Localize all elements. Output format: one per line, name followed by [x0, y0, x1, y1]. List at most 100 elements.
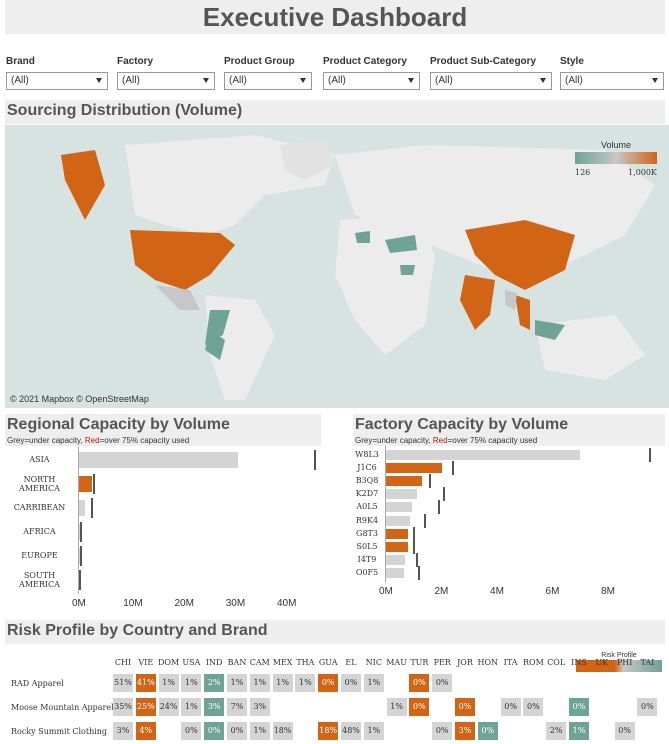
bar[interactable] [79, 476, 92, 492]
land-greenland [280, 140, 335, 180]
sourcing-map[interactable]: © 2021 Mapbox © OpenStreetMap [5, 125, 669, 408]
factory-chart: W8L3 J1C6 B3Q8 K2D7 A0L5 R9K4 G8T3 S0L5 I4T9 O0F5… [353, 446, 665, 616]
risk-cell[interactable]: 1% [569, 722, 589, 740]
risk-cell[interactable]: 2% [546, 722, 567, 740]
risk-cell[interactable]: 1% [227, 674, 247, 692]
capacity-marker [80, 546, 83, 566]
risk-cell[interactable]: 35% [113, 698, 133, 716]
risk-cell[interactable]: 1% [386, 698, 407, 716]
column-header: GUA [318, 658, 338, 667]
risk-cell[interactable]: 25% [135, 698, 156, 716]
region-cambodia [505, 290, 517, 310]
risk-cell[interactable]: 4% [135, 722, 156, 740]
subtitle-red: Red [84, 436, 100, 445]
region-italy [355, 231, 370, 243]
risk-cell[interactable]: 24% [158, 698, 179, 716]
risk-cell[interactable]: 0% [614, 722, 635, 740]
risk-cell[interactable]: 1% [363, 674, 384, 692]
bar[interactable] [386, 462, 442, 473]
regional-header: Regional Capacity by Volume Grey=under c… [5, 414, 321, 446]
factory-title: Factory Capacity by Volume [355, 416, 569, 433]
risk-cell[interactable]: 3% [113, 722, 133, 740]
risk-cell[interactable]: 1% [158, 674, 179, 692]
risk-cell[interactable]: 0% [204, 722, 225, 740]
bar[interactable] [386, 528, 409, 539]
capacity-marker [451, 460, 454, 475]
filter-bar: Brand (All) Factory (All) Product Group … [6, 55, 666, 95]
category-label: EUROPE [21, 551, 58, 560]
risk-cell[interactable]: 1% [249, 674, 270, 692]
risk-cell[interactable]: 0% [432, 722, 453, 740]
risk-cell[interactable]: 2% [204, 674, 225, 692]
bar[interactable] [79, 500, 86, 516]
bar[interactable] [386, 449, 581, 460]
risk-cell[interactable]: 18% [318, 722, 339, 740]
factory-dropdown[interactable]: (All) [117, 72, 215, 90]
risk-cell[interactable]: 3% [249, 698, 270, 716]
risk-cell[interactable]: 1% [249, 722, 270, 740]
risk-cell[interactable]: 51% [113, 674, 133, 692]
bar[interactable] [386, 502, 413, 513]
risk-cell[interactable]: 48% [341, 722, 361, 740]
risk-cell[interactable]: 0% [341, 674, 361, 692]
land-north-america [125, 135, 335, 235]
column-header: JOR [457, 658, 473, 667]
risk-cell[interactable]: 0% [432, 674, 453, 692]
bar[interactable] [79, 452, 238, 468]
dashboard-header: Executive Dashboard [5, 0, 665, 34]
risk-cell[interactable]: 0% [181, 722, 202, 740]
subtitle-end: =over 75% capacity used [99, 436, 190, 445]
risk-cell[interactable]: 1% [181, 698, 202, 716]
product-group-dropdown[interactable]: (All) [224, 72, 312, 90]
risk-cell[interactable]: 3% [455, 722, 475, 740]
bar[interactable] [386, 489, 417, 500]
category-label: AFRICA [23, 527, 56, 536]
bar[interactable] [386, 515, 410, 526]
bar[interactable] [386, 542, 409, 552]
filter-factory: Factory (All) [117, 55, 215, 90]
risk-cell[interactable]: 0% [318, 674, 339, 692]
risk-cell[interactable]: 0% [477, 722, 498, 740]
risk-cell[interactable]: 0% [409, 698, 430, 716]
capacity-marker [79, 570, 82, 590]
risk-cell[interactable]: 0% [500, 698, 521, 716]
style-dropdown[interactable]: (All) [560, 72, 664, 90]
column-header: ROM [523, 658, 544, 667]
risk-cell[interactable]: 0% [569, 698, 589, 716]
risk-cell[interactable]: 0% [455, 698, 475, 716]
bar[interactable] [79, 548, 82, 564]
region-vietnam [515, 295, 530, 330]
risk-cell[interactable]: 1% [295, 674, 316, 692]
category-label: CARRIBEAN [13, 503, 66, 512]
capacity-marker [423, 513, 426, 528]
risk-cell[interactable]: 3% [204, 698, 225, 716]
product-sub-category-dropdown[interactable]: (All) [430, 72, 552, 90]
risk-cell[interactable]: 0% [409, 674, 430, 692]
risk-cell[interactable]: 0% [227, 722, 247, 740]
capacity-marker [437, 500, 440, 515]
y-axis-line [78, 446, 79, 594]
bar[interactable] [386, 568, 405, 579]
product-category-dropdown[interactable]: (All) [323, 72, 420, 90]
filter-label: Product Group [224, 56, 295, 67]
region-jordan [400, 265, 415, 275]
page-title: Executive Dashboard [202, 2, 468, 32]
risk-cell[interactable]: 0% [637, 698, 658, 716]
brand-dropdown[interactable]: (All) [6, 72, 108, 90]
risk-cell[interactable]: 0% [523, 698, 544, 716]
category-label: K2D7 [355, 489, 379, 499]
risk-cell[interactable]: 1% [363, 722, 384, 740]
risk-cell[interactable]: 18% [272, 722, 293, 740]
bar[interactable] [386, 555, 406, 566]
bar[interactable] [386, 476, 423, 486]
column-header: TUR [410, 658, 429, 667]
category-label: J1C6 [357, 462, 377, 472]
risk-cell[interactable]: 1% [272, 674, 293, 692]
column-header: VIE [138, 658, 154, 667]
risk-cell[interactable]: 1% [181, 674, 202, 692]
row-label: RAD Apparel [11, 679, 64, 688]
dropdown-value: (All) [565, 75, 583, 86]
risk-cell[interactable]: 41% [135, 674, 156, 692]
risk-cell[interactable]: 7% [227, 698, 247, 716]
factory-subtitle: Grey=under capacity, Red=over 75% capaci… [353, 436, 665, 446]
